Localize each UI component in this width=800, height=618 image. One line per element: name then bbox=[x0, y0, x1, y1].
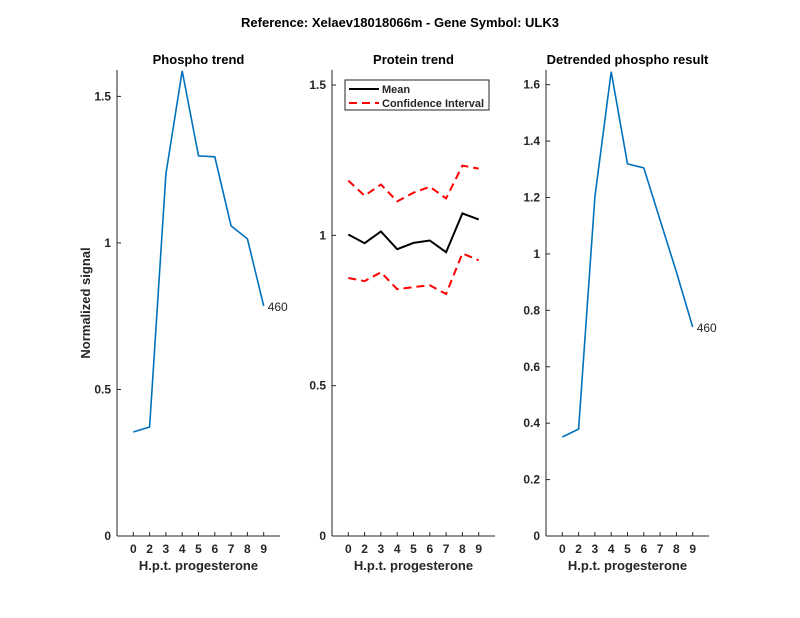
x-tick-label: 2 bbox=[361, 542, 368, 556]
x-tick-label: 0 bbox=[559, 542, 566, 556]
legend: Mean Confidence Interval bbox=[344, 79, 490, 111]
series-line-460 bbox=[133, 70, 265, 433]
y-axis-label: Normalized signal bbox=[78, 247, 93, 358]
x-tick-label: 4 bbox=[179, 542, 186, 556]
y-tick-label: 0.4 bbox=[523, 416, 540, 430]
series-line-confidence-interval-upper- bbox=[347, 164, 479, 203]
series-line-460 bbox=[561, 71, 694, 438]
x-tick-label: 5 bbox=[410, 542, 417, 556]
x-tick-label: 4 bbox=[608, 542, 615, 556]
x-tick-label: 9 bbox=[689, 542, 696, 556]
x-tick-label: 6 bbox=[640, 542, 647, 556]
panel-title: Protein trend bbox=[373, 52, 454, 67]
y-tick-label: 1 bbox=[319, 228, 326, 242]
x-tick-label: 0 bbox=[130, 542, 137, 556]
y-tick-label: 0 bbox=[319, 529, 326, 543]
x-tick-label: 9 bbox=[260, 542, 267, 556]
x-tick-label: 5 bbox=[624, 542, 631, 556]
y-tick-label: 1 bbox=[104, 236, 111, 250]
y-tick-label: 1.6 bbox=[523, 78, 540, 92]
y-tick-label: 0.8 bbox=[523, 303, 540, 317]
x-tick-label: 7 bbox=[228, 542, 235, 556]
x-tick-label: 7 bbox=[443, 542, 450, 556]
y-tick-label: 0.5 bbox=[309, 379, 326, 393]
y-tick-label: 0 bbox=[104, 529, 111, 543]
series-end-label: 460 bbox=[268, 300, 288, 314]
y-tick-label: 0 bbox=[533, 529, 540, 543]
x-tick-label: 8 bbox=[673, 542, 680, 556]
y-tick-label: 1.2 bbox=[523, 191, 540, 205]
figure-title: Reference: Xelaev18018066m - Gene Symbol… bbox=[241, 15, 559, 30]
series-line-mean bbox=[347, 212, 480, 254]
y-tick-label: 1.4 bbox=[523, 134, 540, 148]
y-tick-label: 1.5 bbox=[94, 89, 111, 103]
panel-3: Detrended phospho result 0 0.2 0.4 0.6 0.8 1 1.… bbox=[523, 52, 717, 573]
y-tick-label: 0.5 bbox=[94, 382, 111, 396]
x-tick-label: 5 bbox=[195, 542, 202, 556]
x-axis-label: H.p.t. progesterone bbox=[139, 558, 258, 573]
y-tick-label: 0.2 bbox=[523, 473, 540, 487]
x-tick-label: 6 bbox=[426, 542, 433, 556]
legend-box bbox=[344, 79, 490, 111]
x-tick-label: 7 bbox=[657, 542, 664, 556]
panel-title: Detrended phospho result bbox=[547, 52, 709, 67]
series-line-confidence-interval-lower- bbox=[348, 252, 480, 296]
x-tick-label: 3 bbox=[378, 542, 385, 556]
x-tick-label: 2 bbox=[575, 542, 582, 556]
panel-title: Phospho trend bbox=[153, 52, 245, 67]
x-tick-label: 3 bbox=[592, 542, 599, 556]
y-tick-label: 0.6 bbox=[523, 360, 540, 374]
x-tick-label: 8 bbox=[244, 542, 251, 556]
x-tick-label: 9 bbox=[475, 542, 482, 556]
y-tick-label: 1.5 bbox=[309, 78, 326, 92]
x-tick-label: 3 bbox=[163, 542, 170, 556]
x-axis-label: H.p.t. progesterone bbox=[568, 558, 687, 573]
x-tick-label: 4 bbox=[394, 542, 401, 556]
legend-entry: Confidence Interval bbox=[382, 98, 484, 110]
legend-entry: Mean bbox=[382, 84, 410, 96]
x-tick-label: 6 bbox=[211, 542, 218, 556]
x-tick-label: 0 bbox=[345, 542, 352, 556]
x-tick-label: 8 bbox=[459, 542, 466, 556]
series-end-label: 460 bbox=[697, 321, 717, 335]
x-tick-label: 2 bbox=[146, 542, 153, 556]
y-tick-label: 1 bbox=[533, 247, 540, 261]
x-axis-label: H.p.t. progesterone bbox=[354, 558, 473, 573]
